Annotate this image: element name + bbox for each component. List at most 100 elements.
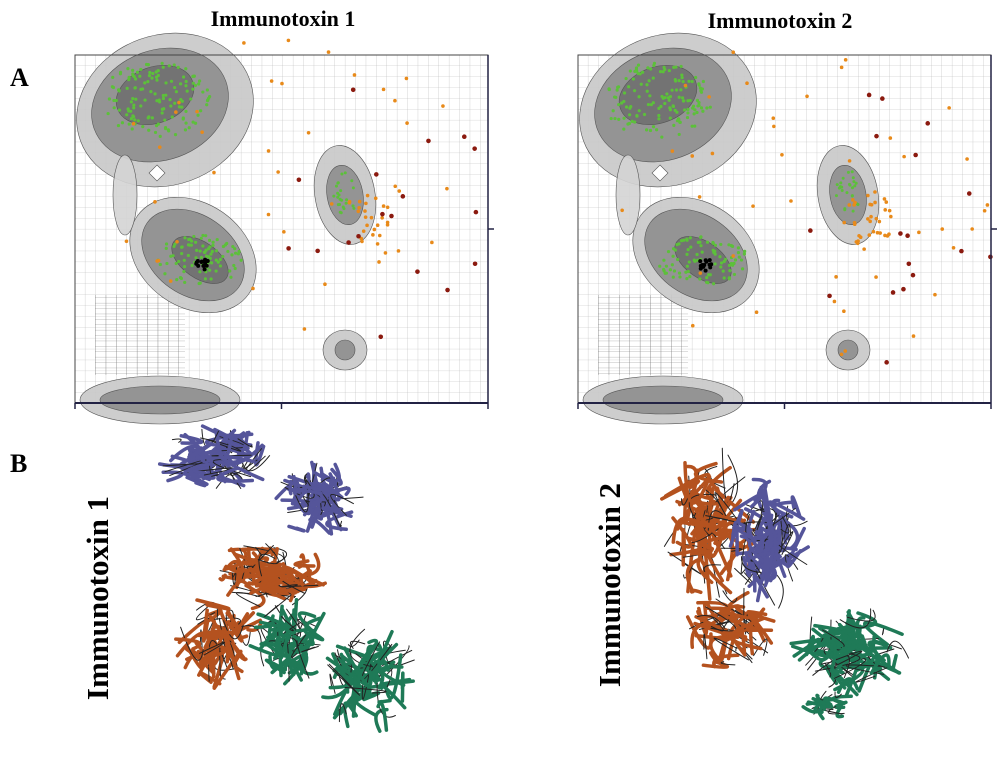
residue-dot xyxy=(473,209,479,215)
residue-dot xyxy=(347,200,352,205)
residue-dot xyxy=(731,254,736,258)
residue-dot xyxy=(671,254,675,258)
residue-dot xyxy=(472,261,478,267)
residue-dot xyxy=(139,67,143,72)
residue-dot xyxy=(193,121,198,125)
residue-dot xyxy=(111,75,115,79)
ribbon xyxy=(765,507,796,530)
ribbon xyxy=(846,609,876,622)
ribbon xyxy=(233,437,251,455)
ribbon xyxy=(683,460,712,505)
ribbon xyxy=(773,540,787,578)
ribbon xyxy=(831,694,853,705)
residue-dot xyxy=(733,258,738,262)
residue-dot xyxy=(628,69,632,73)
residue-dot xyxy=(847,203,852,207)
residue-dot xyxy=(699,106,704,110)
residue-dot xyxy=(177,100,181,105)
residue-dot xyxy=(636,63,641,67)
residue-dot xyxy=(670,88,674,92)
residue-dot xyxy=(350,87,356,93)
residue-dot xyxy=(112,98,116,103)
residue-dot xyxy=(203,277,207,281)
residue-dot xyxy=(208,268,212,272)
residue-dot xyxy=(164,81,168,85)
residue-dot xyxy=(707,258,712,263)
residue-dot xyxy=(112,106,116,110)
residue-dot xyxy=(125,86,129,90)
residue-dot xyxy=(343,171,347,175)
residue-dot xyxy=(182,270,186,274)
ribbon xyxy=(299,553,306,561)
residue-dot xyxy=(106,111,110,116)
residue-dot xyxy=(172,244,176,249)
residue-dot xyxy=(397,189,402,193)
residue-dot xyxy=(874,133,879,139)
residue-dot xyxy=(805,94,809,99)
ribbon xyxy=(312,506,321,521)
residue-dot xyxy=(136,119,140,123)
residue-dot xyxy=(351,204,355,208)
residue-dot xyxy=(645,128,649,132)
residue-dot xyxy=(834,194,838,198)
residue-dot xyxy=(131,115,136,119)
ribbon xyxy=(822,629,845,647)
residue-dot xyxy=(196,113,200,117)
ribbon xyxy=(299,577,305,587)
residue-dot xyxy=(161,93,165,98)
residue-dot xyxy=(116,123,121,128)
residue-dot xyxy=(639,82,643,86)
residue-dot xyxy=(666,249,671,254)
residue-dot xyxy=(266,212,271,217)
residue-dot xyxy=(205,88,209,92)
residue-dot xyxy=(852,220,857,225)
residue-dot xyxy=(652,63,656,68)
residue-dot xyxy=(723,257,728,261)
residue-dot xyxy=(183,128,188,132)
residue-dot xyxy=(127,77,131,82)
residue-dot xyxy=(875,230,880,235)
plot-title: Immunotoxin 1 xyxy=(211,6,356,31)
residue-dot xyxy=(685,252,689,256)
residue-dot xyxy=(868,219,872,224)
residue-dot xyxy=(878,231,882,235)
residue-dot xyxy=(695,98,700,102)
ribbon xyxy=(696,609,726,619)
residue-dot xyxy=(883,208,888,212)
residue-dot xyxy=(396,249,401,253)
residue-dot xyxy=(371,233,375,237)
residue-dot xyxy=(858,235,863,240)
residue-dot xyxy=(118,72,123,76)
residue-dot xyxy=(708,105,712,109)
residue-dot xyxy=(332,194,336,198)
residue-dot xyxy=(441,104,445,108)
residue-dot xyxy=(209,252,213,256)
residue-dot xyxy=(117,89,121,93)
residue-dot xyxy=(866,193,870,198)
residue-dot xyxy=(850,170,854,174)
residue-dot xyxy=(139,104,143,108)
allowed-region xyxy=(602,385,724,415)
residue-dot xyxy=(147,73,152,78)
residue-dot xyxy=(198,249,202,253)
residue-dot xyxy=(850,194,854,198)
residue-dot xyxy=(233,266,237,271)
residue-dot xyxy=(681,80,685,84)
residue-dot xyxy=(847,159,852,163)
residue-dot xyxy=(688,275,692,279)
ribbon xyxy=(174,637,202,651)
ribbon xyxy=(311,631,325,642)
residue-dot xyxy=(624,105,629,109)
residue-dot xyxy=(690,124,694,128)
residue-dot xyxy=(189,97,193,101)
residue-dot xyxy=(671,104,675,108)
ribbon xyxy=(164,459,207,476)
residue-dot xyxy=(168,279,173,283)
ribbon xyxy=(707,505,724,558)
residue-dot xyxy=(334,184,338,188)
residue-dot xyxy=(841,176,845,180)
ribbon xyxy=(251,545,274,568)
residue-dot xyxy=(732,272,737,277)
residue-dot xyxy=(338,197,342,201)
residue-dot xyxy=(677,117,681,122)
